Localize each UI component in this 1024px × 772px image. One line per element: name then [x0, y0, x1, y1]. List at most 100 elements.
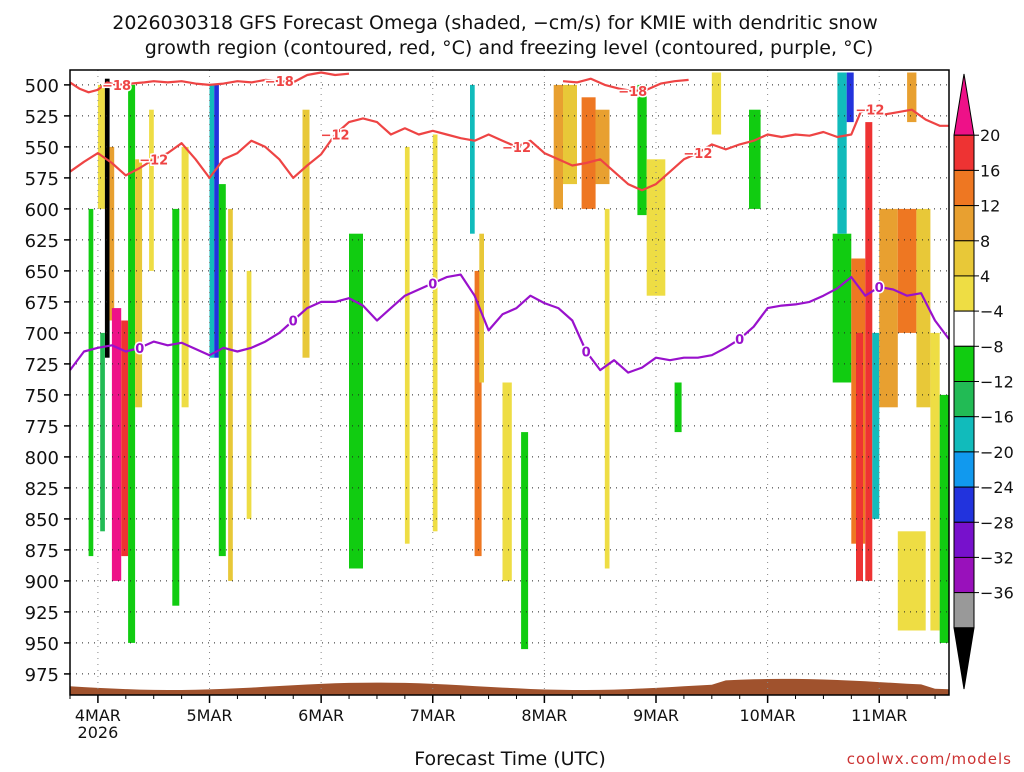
omega-shade-7 — [128, 84, 136, 643]
colorbar-label-10: −24 — [980, 478, 1014, 497]
contour-label-2-1: −12 — [321, 129, 350, 144]
omega-shade-22 — [474, 270, 482, 557]
omega-shade-40 — [856, 332, 863, 581]
y-tick-label-775: 775 — [25, 417, 59, 438]
contour-label-2-0: −12 — [139, 153, 168, 168]
omega-shade-47 — [939, 394, 949, 643]
omega-shade-46 — [930, 332, 940, 631]
colorbar-cell-7 — [953, 345, 975, 382]
contour-line-2 — [69, 108, 949, 192]
y-tick-label-875: 875 — [25, 541, 59, 562]
y-tick-label-550: 550 — [25, 138, 59, 159]
colorbar-cell-14 — [953, 592, 975, 629]
omega-shade-19 — [404, 146, 410, 544]
omega-shade-44 — [897, 208, 917, 333]
plot-frame — [69, 69, 950, 696]
omega-shade-30 — [604, 208, 610, 569]
omega-shade-15 — [228, 208, 233, 581]
credit-text: coolwx.com/models — [847, 750, 1012, 768]
omega-shade-33 — [674, 382, 682, 433]
omega-shade-26 — [553, 84, 563, 209]
grid-lines — [70, 70, 949, 695]
contour-label-3-1: 0 — [289, 315, 298, 330]
omega-shade-12 — [209, 84, 215, 358]
colorbar-cell-11 — [953, 486, 975, 523]
omega-shade-49 — [907, 72, 917, 123]
contour-label-3-5: 0 — [875, 281, 884, 296]
colorbar-label-2: 12 — [980, 197, 1000, 216]
omega-shade-27 — [563, 84, 577, 185]
omega-shade-13 — [214, 84, 219, 358]
contour-lines: −18 −18 −18 −12 −12 −12 −12 −12 0 0 0 0 0 0 — [69, 71, 950, 374]
omega-shade-23 — [479, 233, 484, 383]
colorbar-label-0: 20 — [980, 126, 1000, 145]
omega-shade-1 — [104, 78, 110, 358]
chart-title-line1: 2026030318 GFS Forecast Omega (shaded, −… — [112, 12, 877, 34]
colorbar-cell-15 — [953, 627, 975, 690]
colorbar-cell-3 — [953, 205, 975, 242]
y-tick-label-675: 675 — [25, 293, 59, 314]
omega-shade-4 — [121, 320, 129, 557]
omega-shade-8 — [135, 159, 143, 408]
omega-shade-10 — [172, 208, 180, 606]
omega-shade-0 — [97, 84, 105, 209]
colorbar-label-1: 16 — [980, 161, 1000, 180]
contour-label-1-0: −18 — [618, 85, 647, 100]
y-tick-label-650: 650 — [25, 262, 59, 283]
y-tick-label-600: 600 — [25, 200, 59, 221]
y-tick-label-625: 625 — [25, 231, 59, 252]
x-tick-label-5: 9MAR — [633, 706, 679, 725]
omega-shade-9 — [149, 109, 154, 271]
colorbar-cell-12 — [953, 521, 975, 558]
contour-label-2-3: −12 — [683, 147, 712, 162]
colorbar-label-13: −36 — [980, 584, 1014, 603]
colorbar-cell-2 — [953, 169, 975, 207]
colorbar-label-12: −32 — [980, 548, 1014, 567]
omega-shade-21 — [470, 84, 475, 234]
x-tick-label-2: 6MAR — [298, 706, 344, 725]
omega-shade-3 — [111, 308, 122, 581]
y-tick-label-975: 975 — [25, 665, 59, 686]
omega-shade-31 — [637, 84, 647, 216]
omega-shade-6 — [88, 208, 94, 557]
omega-shade-36 — [832, 233, 852, 383]
contour-label-3-4: 0 — [735, 333, 744, 348]
plot-area — [70, 72, 949, 695]
omega-shade-20 — [432, 134, 438, 532]
omega-shade-11 — [181, 146, 189, 408]
omega-shade-17 — [302, 109, 310, 358]
colorbar-cell-6 — [953, 310, 975, 347]
omega-shade-24 — [502, 382, 512, 581]
terrain-band — [70, 678, 949, 695]
omega-shade-5 — [100, 332, 105, 532]
axes: 500 525 550 575 600 625 650 675 700 725 750 775 800 8… — [25, 69, 950, 742]
x-tick-label-3: 7MAR — [410, 706, 456, 725]
colorbar-cell-4 — [953, 240, 975, 277]
contour-label-3-2: 0 — [428, 277, 437, 292]
colorbar-label-7: −12 — [980, 373, 1014, 392]
omega-shade-34 — [711, 72, 722, 135]
omega-shade-37 — [837, 72, 847, 234]
omega-shade-14 — [218, 184, 226, 557]
contour-line-3 — [69, 273, 950, 374]
omega-shade-2 — [109, 146, 115, 321]
colorbar-cell-5 — [953, 275, 975, 312]
y-tick-label-725: 725 — [25, 355, 59, 376]
omega-shade-25 — [521, 432, 529, 650]
contour-label-2-4: −12 — [855, 104, 884, 119]
colorbar: 20 16 12 8 4 −4 −8 −12 −16 −20 −24 −28 −32 −36 — [953, 73, 1014, 690]
y-tick-label-925: 925 — [25, 603, 59, 624]
y-tick-label-525: 525 — [25, 107, 59, 128]
omega-shade-18 — [349, 233, 363, 569]
omega-shade-29 — [595, 109, 610, 185]
colorbar-label-9: −20 — [980, 443, 1014, 462]
contour-label-0-1: −18 — [265, 75, 294, 90]
chart-title-line2: growth region (contoured, red, °C) and f… — [145, 37, 874, 59]
y-tick-label-750: 750 — [25, 386, 59, 407]
x-axis-label: Forecast Time (UTC) — [414, 748, 605, 768]
omega-shade-45 — [916, 208, 931, 408]
y-tick-label-500: 500 — [25, 76, 59, 97]
colorbar-label-5: −4 — [980, 302, 1004, 321]
omega-shade-48 — [897, 531, 926, 631]
omega-shade-16 — [246, 270, 252, 519]
